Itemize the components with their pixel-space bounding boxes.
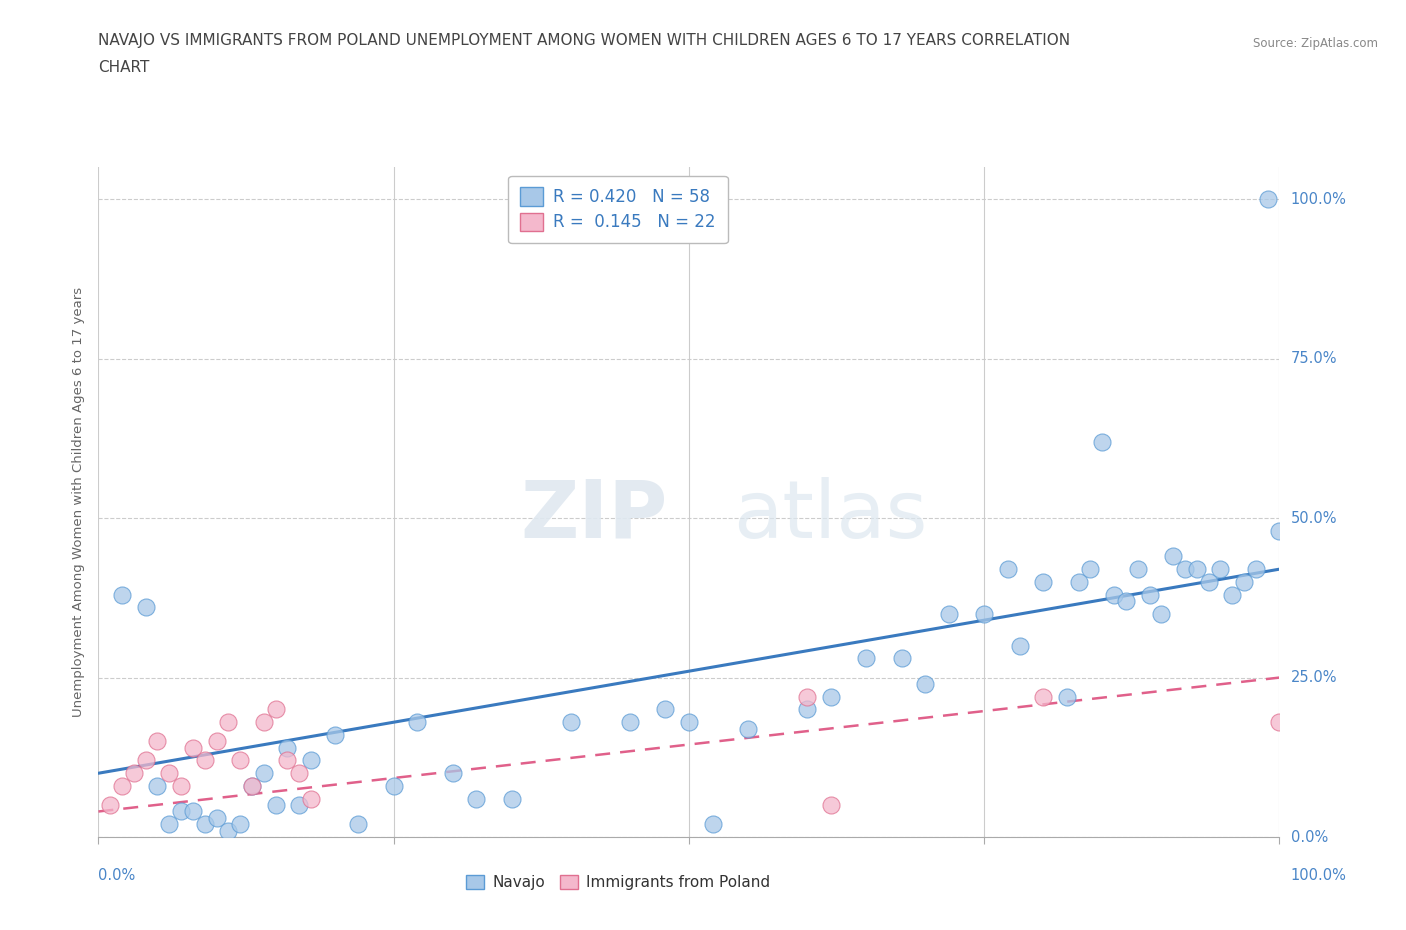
Text: 25.0%: 25.0% bbox=[1291, 671, 1337, 685]
Text: ZIP: ZIP bbox=[520, 476, 668, 554]
Text: atlas: atlas bbox=[734, 476, 928, 554]
Point bbox=[1126, 562, 1149, 577]
Point bbox=[678, 715, 700, 730]
Point bbox=[382, 778, 405, 793]
Point bbox=[702, 817, 724, 831]
Point bbox=[938, 606, 960, 621]
Point bbox=[276, 753, 298, 768]
Point bbox=[820, 798, 842, 813]
Text: 50.0%: 50.0% bbox=[1291, 511, 1337, 525]
Point bbox=[111, 778, 134, 793]
Point bbox=[146, 734, 169, 749]
Point bbox=[217, 715, 239, 730]
Point bbox=[1102, 587, 1125, 602]
Point bbox=[997, 562, 1019, 577]
Point bbox=[98, 798, 121, 813]
Point bbox=[406, 715, 429, 730]
Point bbox=[501, 791, 523, 806]
Point bbox=[1268, 524, 1291, 538]
Point bbox=[1268, 715, 1291, 730]
Text: 100.0%: 100.0% bbox=[1291, 868, 1347, 883]
Point bbox=[217, 823, 239, 838]
Point bbox=[135, 600, 157, 615]
Point bbox=[253, 765, 276, 780]
Point bbox=[820, 689, 842, 704]
Point bbox=[323, 727, 346, 742]
Point bbox=[796, 689, 818, 704]
Point bbox=[737, 721, 759, 736]
Point bbox=[1220, 587, 1243, 602]
Point bbox=[253, 715, 276, 730]
Point bbox=[288, 798, 311, 813]
Point bbox=[299, 753, 322, 768]
Point bbox=[855, 651, 877, 666]
Point bbox=[1067, 575, 1090, 590]
Point bbox=[170, 804, 193, 819]
Point bbox=[240, 778, 263, 793]
Point bbox=[1139, 587, 1161, 602]
Point bbox=[1161, 549, 1184, 564]
Y-axis label: Unemployment Among Women with Children Ages 6 to 17 years: Unemployment Among Women with Children A… bbox=[72, 287, 86, 717]
Point bbox=[181, 740, 204, 755]
Point bbox=[229, 753, 252, 768]
Text: 0.0%: 0.0% bbox=[1291, 830, 1327, 844]
Point bbox=[1080, 562, 1102, 577]
Point bbox=[229, 817, 252, 831]
Point bbox=[1056, 689, 1078, 704]
Point bbox=[1032, 575, 1054, 590]
Point bbox=[205, 734, 228, 749]
Point bbox=[1032, 689, 1054, 704]
Point bbox=[654, 702, 676, 717]
Point bbox=[135, 753, 157, 768]
Point bbox=[122, 765, 145, 780]
Text: 100.0%: 100.0% bbox=[1291, 192, 1347, 206]
Point bbox=[299, 791, 322, 806]
Point bbox=[1008, 638, 1031, 653]
Point bbox=[347, 817, 370, 831]
Point bbox=[1185, 562, 1208, 577]
Legend: Navajo, Immigrants from Poland: Navajo, Immigrants from Poland bbox=[460, 869, 776, 897]
Point bbox=[890, 651, 912, 666]
Point bbox=[1115, 593, 1137, 608]
Point bbox=[1174, 562, 1197, 577]
Point bbox=[170, 778, 193, 793]
Point bbox=[914, 676, 936, 691]
Point bbox=[1233, 575, 1256, 590]
Point bbox=[205, 810, 228, 825]
Point bbox=[194, 753, 217, 768]
Text: NAVAJO VS IMMIGRANTS FROM POLAND UNEMPLOYMENT AMONG WOMEN WITH CHILDREN AGES 6 T: NAVAJO VS IMMIGRANTS FROM POLAND UNEMPLO… bbox=[98, 33, 1070, 47]
Point bbox=[157, 817, 180, 831]
Point bbox=[560, 715, 582, 730]
Point bbox=[264, 702, 287, 717]
Point bbox=[240, 778, 263, 793]
Point bbox=[181, 804, 204, 819]
Point bbox=[1150, 606, 1173, 621]
Point bbox=[276, 740, 298, 755]
Point bbox=[1244, 562, 1267, 577]
Point bbox=[1257, 192, 1279, 206]
Point bbox=[1091, 434, 1114, 449]
Point bbox=[1209, 562, 1232, 577]
Point bbox=[973, 606, 995, 621]
Text: 75.0%: 75.0% bbox=[1291, 352, 1337, 366]
Point bbox=[465, 791, 488, 806]
Point bbox=[146, 778, 169, 793]
Point bbox=[441, 765, 464, 780]
Text: Source: ZipAtlas.com: Source: ZipAtlas.com bbox=[1253, 37, 1378, 50]
Text: 0.0%: 0.0% bbox=[98, 868, 135, 883]
Point bbox=[288, 765, 311, 780]
Point bbox=[264, 798, 287, 813]
Point bbox=[619, 715, 641, 730]
Text: CHART: CHART bbox=[98, 60, 150, 75]
Point bbox=[796, 702, 818, 717]
Point bbox=[111, 587, 134, 602]
Point bbox=[194, 817, 217, 831]
Point bbox=[157, 765, 180, 780]
Point bbox=[1198, 575, 1220, 590]
